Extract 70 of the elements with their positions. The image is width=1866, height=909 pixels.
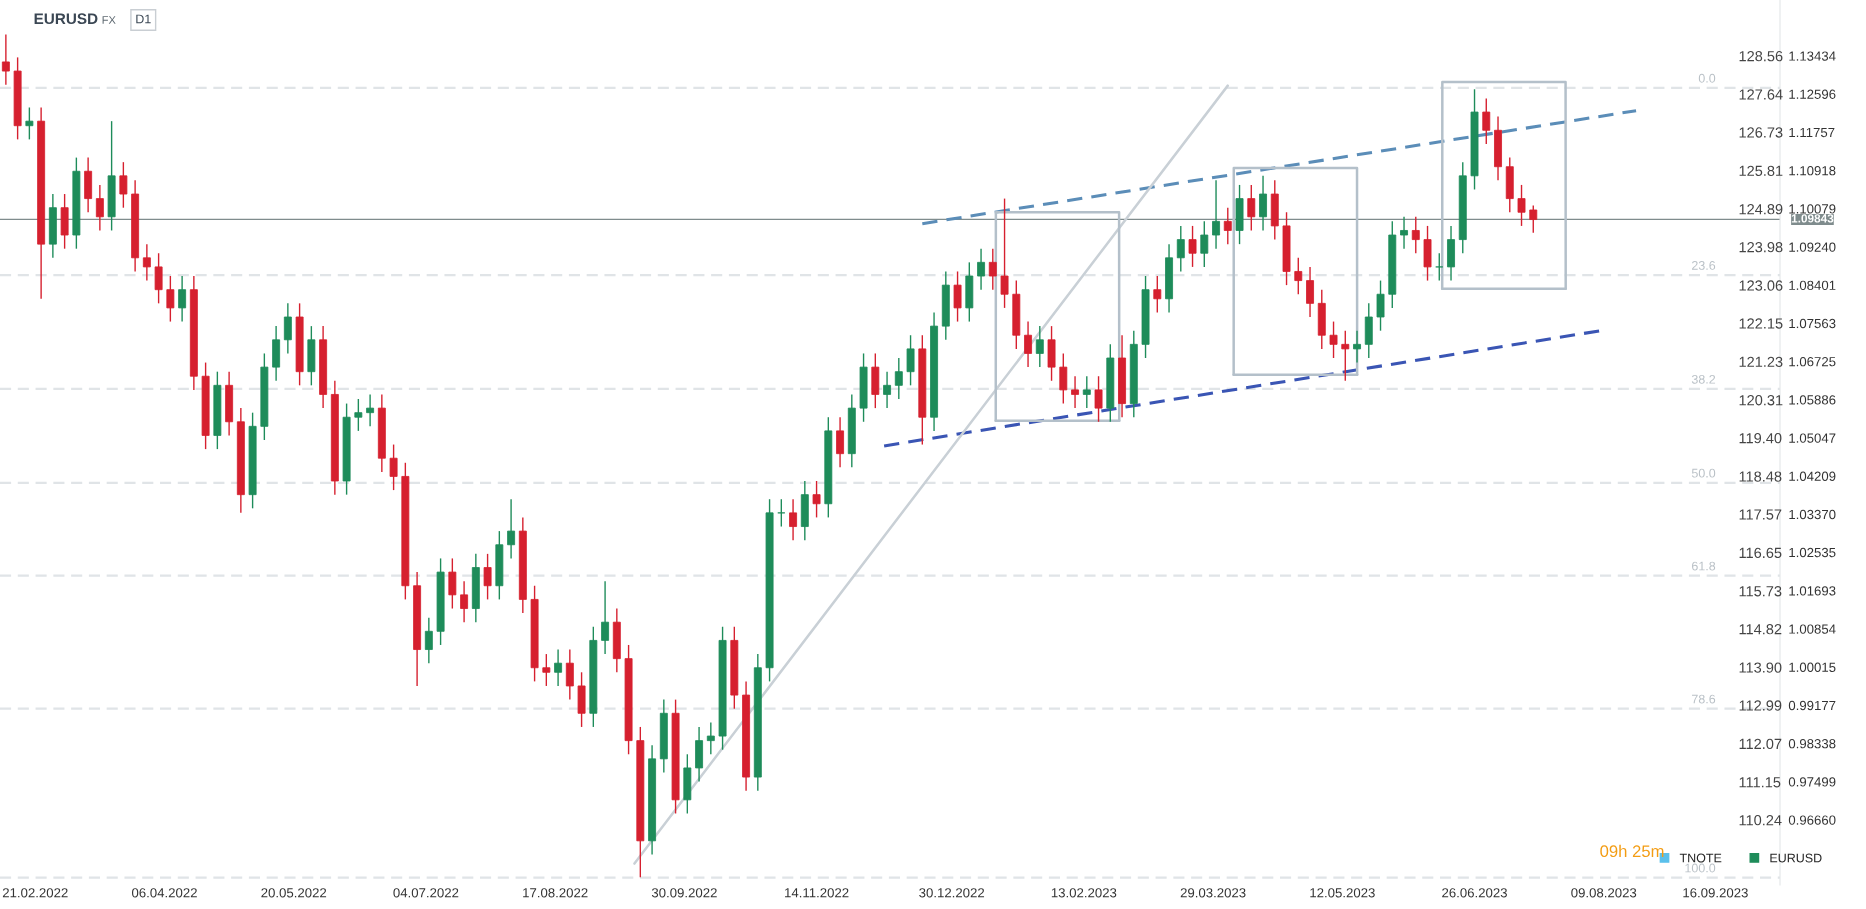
y2-tick-label: 112.99 [1739,700,1782,711]
x-tick-label: 21.02.2022 [2,888,68,898]
x-tick-label: 20.05.2022 [261,888,327,898]
y2-tick-label: 117.57 [1739,509,1782,520]
y2-tick-label: 125.81 [1739,165,1783,177]
y-tick-label: 0.96660 [1788,815,1836,825]
annotation: 61.8 [1692,561,1716,571]
y-tick-label: 1.13434 [1789,51,1836,61]
y-tick-label: 1.05047 [1789,433,1836,443]
text: FX [102,16,116,24]
x-tick-label: 09.08.2023 [1571,888,1637,898]
y2-tick-label: 123.06 [1739,280,1783,291]
annotation: 23.6 [1692,261,1716,270]
y2-tick-label: 128.56 [1739,50,1783,62]
y-tick-label: 1.09240 [1789,242,1836,252]
y-tick-label: 0.99177 [1788,700,1836,711]
annotation: 09h 25m [1600,844,1664,858]
y-tick-label: 1.07563 [1789,318,1836,329]
legend-label: TNOTE [1679,853,1722,863]
y2-tick-label: 124.89 [1739,204,1783,215]
annotation: 0.0 [1698,73,1716,83]
y2-tick-label: 123.98 [1739,242,1783,253]
y2-tick-label: 122.15 [1739,318,1783,329]
y2-tick-label: 121.23 [1739,356,1783,368]
annotation: D1 [136,14,151,24]
x-tick-label: 14.11.2022 [785,888,849,898]
x-tick-label: 29.03.2023 [1180,888,1246,898]
y2-tick-label: 111.15 [1739,777,1781,788]
y2-tick-label: 115.73 [1739,586,1782,597]
y-tick-label: 1.11757 [1789,127,1835,138]
y2-tick-label: 120.31 [1739,395,1783,406]
x-tick-label: 12.05.2023 [1310,888,1375,898]
y-tick-label: 1.03370 [1789,509,1836,520]
x-tick-label: 26.06.2023 [1442,888,1507,898]
y-tick-label: 0.97499 [1788,777,1836,787]
y-tick-label: 1.12596 [1789,89,1836,99]
y2-tick-label: 113.90 [1739,662,1782,673]
annotation: 78.6 [1692,694,1716,704]
x-tick-label: 30.12.2022 [919,888,985,898]
x-tick-label: 04.07.2022 [393,888,459,898]
y2-tick-label: 126.73 [1739,127,1783,138]
x-tick-label: 06.04.2022 [131,888,197,898]
text: EURUSD [34,13,98,25]
x-tick-label: 16.09.2023 [1683,888,1748,898]
y-tick-label: 1.00015 [1789,662,1836,672]
annotation: 50.0 [1691,468,1716,478]
x-tick-label: 17.08.2022 [523,888,588,898]
x-tick-label: 30.09.2022 [651,888,717,898]
annotation: 38.2 [1691,374,1716,384]
annotation: 100.0 [1685,863,1716,873]
y2-tick-label: 114.82 [1739,624,1782,635]
y-tick-label: 1.10079 [1789,204,1836,214]
y-tick-label: 1.08401 [1789,280,1836,290]
y2-tick-label: 110.24 [1739,815,1782,826]
y-tick-label: 0.98338 [1788,739,1836,749]
y2-tick-label: 127.64 [1739,89,1783,100]
y-tick-label: 1.02535 [1789,547,1836,558]
y2-tick-label: 118.48 [1739,471,1782,482]
legend-label: EURUSD [1770,853,1822,863]
y-tick-label: 1.04209 [1789,471,1836,481]
y-tick-label: 1.00854 [1789,624,1836,634]
y-tick-label: 1.05886 [1789,395,1836,405]
y-tick-label: 1.06725 [1789,356,1836,367]
x-tick-label: 13.02.2023 [1051,888,1117,898]
y-tick-label: 1.10918 [1789,166,1836,176]
y-tick-label: 1.01693 [1789,586,1836,596]
ref-line-label: 1.09843 [1791,214,1834,223]
y2-tick-label: 119.40 [1739,433,1782,444]
y2-tick-label: 116.65 [1739,547,1782,559]
y2-tick-label: 112.07 [1739,738,1782,750]
